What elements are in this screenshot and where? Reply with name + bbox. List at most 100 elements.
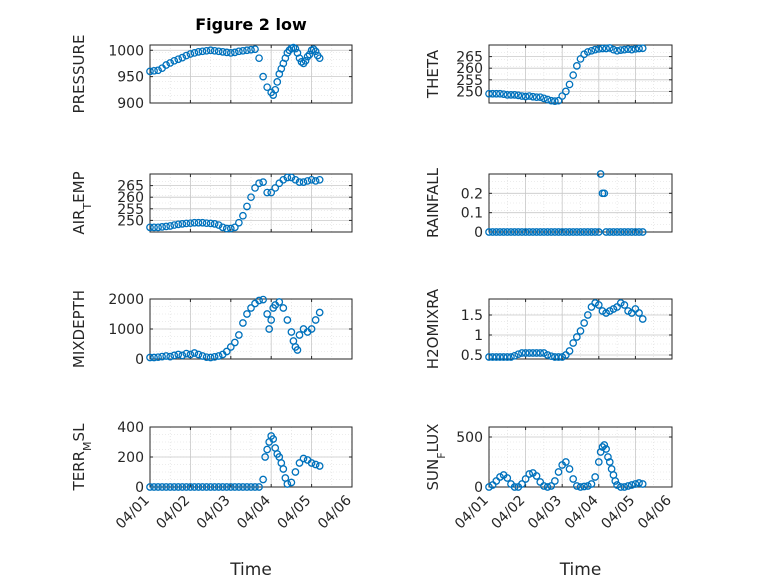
y-tick-label: 1000 — [108, 43, 144, 59]
data-point — [594, 228, 603, 236]
data-point — [543, 228, 552, 236]
data-point — [591, 228, 599, 236]
data-point — [616, 46, 625, 54]
data-point — [190, 218, 199, 227]
data-point — [580, 319, 589, 327]
data-point — [602, 228, 610, 236]
y-axis-label: MIXDEPTH — [70, 290, 88, 368]
data-point — [243, 46, 251, 55]
y-axis-label-part: THETA — [424, 49, 442, 99]
data-point — [307, 175, 316, 184]
data-point — [210, 46, 219, 55]
data-point — [230, 338, 239, 347]
data-point — [154, 483, 162, 491]
data-point — [565, 347, 574, 355]
data-point — [496, 89, 504, 98]
data-point — [521, 228, 530, 236]
data-point — [297, 58, 306, 66]
y-axis-label: SUNFLUX — [424, 424, 448, 491]
data-point — [194, 218, 203, 227]
data-point — [624, 45, 632, 54]
data-point — [166, 483, 175, 491]
y-tick-label: 250 — [456, 84, 483, 100]
y-tick-label: 0.2 — [461, 186, 483, 202]
y-axis-label: RAINFALL — [424, 167, 442, 238]
data-point — [503, 474, 512, 482]
data-point — [514, 228, 523, 236]
data-point — [611, 477, 620, 485]
data-point — [214, 483, 223, 491]
y-axis-label-part: EMP — [70, 171, 88, 202]
data-point — [186, 350, 195, 359]
data-point — [565, 228, 574, 236]
data-point — [243, 483, 251, 491]
data-point — [239, 211, 247, 220]
y-axis-label-part: PRESSURE — [70, 35, 88, 114]
data-point — [609, 305, 618, 313]
data-point — [279, 175, 288, 184]
data-point — [583, 228, 592, 236]
data-point — [518, 92, 526, 100]
data-point — [576, 55, 585, 63]
data-point — [605, 458, 614, 466]
data-point — [518, 480, 526, 488]
x-tick-label: 04/04 — [562, 492, 602, 532]
data-point — [536, 228, 545, 236]
data-point — [162, 61, 171, 69]
data-point — [166, 59, 175, 67]
data-point — [178, 220, 187, 228]
data-point — [263, 445, 272, 454]
data-point — [540, 94, 548, 103]
data-point — [283, 173, 292, 182]
data-point — [591, 473, 599, 481]
data-point — [598, 44, 607, 53]
data-point — [551, 97, 559, 105]
y-tick-label: 200 — [117, 450, 144, 466]
data-point — [624, 307, 632, 315]
data-point — [158, 483, 166, 491]
y-tick-label: 265 — [117, 179, 144, 195]
data-point — [572, 333, 581, 341]
data-point — [499, 353, 508, 361]
data-point — [218, 48, 227, 56]
data-point — [251, 45, 259, 54]
data-point — [616, 483, 625, 491]
data-point — [532, 93, 541, 102]
data-point — [532, 349, 541, 357]
data-point — [638, 228, 647, 236]
axes-box — [149, 173, 353, 233]
data-point — [602, 44, 610, 53]
data-point — [210, 353, 219, 361]
data-point — [235, 218, 243, 227]
data-point — [600, 189, 609, 198]
data-point — [499, 228, 508, 236]
data-point — [518, 349, 526, 357]
data-point — [503, 91, 512, 99]
y-axis-label-part: F — [435, 452, 448, 458]
data-point — [609, 228, 618, 236]
data-point — [514, 91, 523, 100]
data-point — [267, 188, 276, 197]
data-point — [239, 319, 247, 327]
data-point — [222, 483, 231, 491]
data-point — [202, 219, 211, 228]
y-tick-label: 0 — [135, 352, 144, 368]
data-point — [214, 221, 223, 229]
y-axis-label: THETA — [424, 49, 442, 99]
data-point — [222, 347, 231, 356]
data-point — [301, 56, 310, 65]
data-point — [222, 48, 231, 57]
data-point — [488, 353, 497, 361]
data-point — [154, 223, 162, 232]
figure-title: Figure 2 low — [195, 15, 307, 34]
data-point — [226, 224, 235, 233]
y-tick-label: 250 — [117, 213, 144, 229]
axes-box — [149, 298, 353, 360]
x-tick-label: 04/05 — [275, 493, 315, 533]
data-point — [540, 349, 548, 357]
data-point — [624, 482, 632, 490]
data-point — [230, 223, 239, 232]
data-point — [247, 304, 255, 312]
data-point — [190, 349, 199, 357]
y-axis-label-part: MIXDEPTH — [70, 290, 88, 368]
